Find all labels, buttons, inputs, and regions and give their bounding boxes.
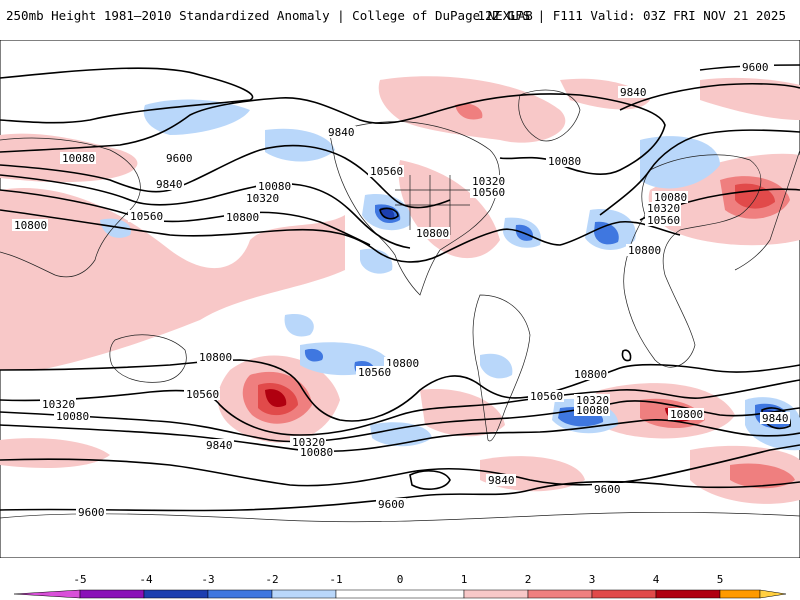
contour-label: 10560 (370, 165, 403, 178)
swatch-n5 (13, 589, 81, 599)
contour-label: 9600 (166, 152, 193, 165)
header-bar: 250mb Height 1981–2010 Standardized Anom… (0, 0, 800, 32)
swatch-p5 (719, 589, 761, 599)
tick-label: -5 (73, 573, 86, 586)
swatch-n4 (79, 589, 145, 599)
contour-label: 10800 (199, 351, 232, 364)
tick-label: -1 (329, 573, 342, 586)
tick-label: 2 (525, 573, 532, 586)
contour-label: 10320 (42, 398, 75, 411)
contour-label: 10080 (56, 410, 89, 423)
contour-label: 9600 (594, 483, 621, 496)
coastlines (0, 89, 800, 523)
contour-label: 10800 (574, 368, 607, 381)
contour-label: 9600 (378, 498, 405, 511)
contour-label: 9840 (206, 439, 233, 452)
contour-label: 10800 (416, 227, 449, 240)
anomaly-map: 9600 9840 9840 9600 10080 9840 10080 103… (0, 40, 800, 558)
tick-label: 5 (717, 573, 724, 586)
contour-label: 10800 (628, 244, 661, 257)
swatch-p2 (527, 589, 593, 599)
contour-label: 10560 (358, 366, 391, 379)
contour-label: 10080 (258, 180, 291, 193)
contour-label: 10080 (576, 404, 609, 417)
anomaly-shading (0, 76, 800, 504)
colorbar-ticks: -5 -4 -3 -2 -1 0 1 2 3 4 5 (73, 573, 723, 586)
contour-label: 10320 (472, 175, 505, 188)
swatch-n1 (271, 589, 337, 599)
contour-label: 10560 (186, 388, 219, 401)
model-run-info: 12Z GFS | F111 Valid: 03Z FRI NOV 21 202… (477, 8, 786, 23)
tick-label: 4 (653, 573, 660, 586)
contour-label: 10560 (130, 210, 163, 223)
contour-labels: 9600 9840 9840 9600 10080 9840 10080 103… (12, 61, 790, 519)
contour-label: 9840 (488, 474, 515, 487)
contour-label: 10080 (300, 446, 333, 459)
swatch-n2 (207, 589, 273, 599)
contour-label: 10080 (654, 191, 687, 204)
contour-label: 10320 (246, 192, 279, 205)
contour-label: 10800 (386, 357, 419, 370)
contour-label: 9840 (762, 412, 789, 425)
contour-label: 9600 (742, 61, 769, 74)
tick-label: -2 (265, 573, 278, 586)
colorbar-swatches (13, 589, 787, 599)
contour-label: 10560 (530, 390, 563, 403)
tick-label: -4 (139, 573, 153, 586)
contour-label: 10320 (576, 394, 609, 407)
tick-label: 0 (397, 573, 404, 586)
contour-label: 9840 (328, 126, 355, 139)
contour-label: 10080 (62, 152, 95, 165)
contour-label: 10080 (548, 155, 581, 168)
contour-label: 10560 (472, 186, 505, 199)
tick-label: 1 (461, 573, 468, 586)
contour-label: 9840 (620, 86, 647, 99)
anomaly-colorbar: -5 -4 -3 -2 -1 0 1 2 3 4 5 (13, 573, 787, 599)
tick-label: -3 (201, 573, 214, 586)
contour-label: 10800 (226, 211, 259, 224)
height-contours (0, 64, 800, 512)
contour-label: 10560 (647, 214, 680, 227)
contour-label: 9600 (78, 506, 105, 519)
contour-label: 10320 (292, 436, 325, 449)
contour-label: 10320 (647, 202, 680, 215)
tick-label: 3 (589, 573, 596, 586)
contour-label: 9840 (156, 178, 183, 191)
contour-label: 10800 (670, 408, 703, 421)
swatch-p1 (463, 589, 529, 599)
contour-label: 10800 (14, 219, 47, 232)
map-title: 250mb Height 1981–2010 Standardized Anom… (6, 8, 533, 23)
swatch-zero (335, 589, 465, 599)
swatch-p4 (655, 589, 721, 599)
swatch-p6 (759, 589, 787, 599)
swatch-n3 (143, 589, 209, 599)
swatch-p3 (591, 589, 657, 599)
